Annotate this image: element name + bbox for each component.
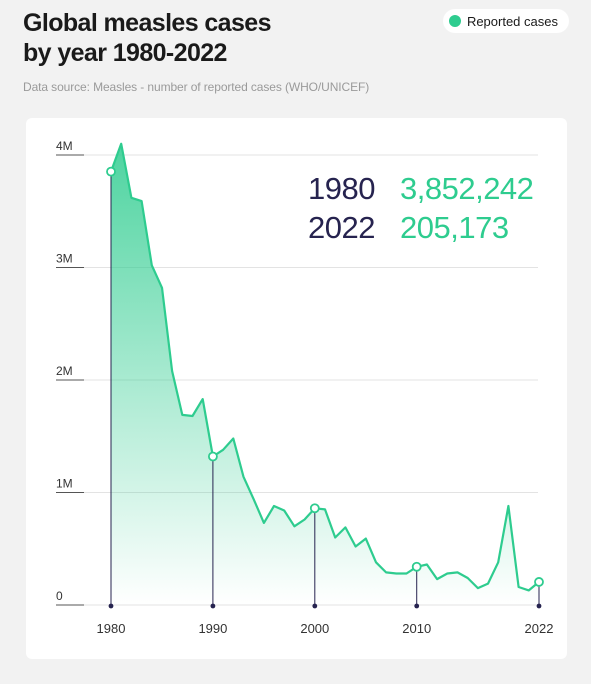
callout-year: 2022 — [308, 210, 375, 245]
x-tick-label: 2000 — [300, 621, 329, 636]
area-fill — [111, 143, 539, 606]
legend-label: Reported cases — [466, 13, 558, 29]
marker-base-dot — [536, 603, 542, 609]
chart-title: Global measles cases by year 1980-2022 — [23, 8, 353, 68]
legend-swatch — [448, 15, 461, 27]
data-point — [208, 451, 218, 462]
callout-1980: 1980 3,852,242 — [308, 172, 568, 206]
x-tick-label: 1990 — [198, 621, 227, 636]
chart-title-line-1: Global measles cases — [23, 9, 271, 37]
marker-base-dot — [108, 603, 114, 609]
x-tick-label: 1980 — [97, 621, 126, 636]
data-point — [534, 577, 544, 587]
x-tick-label: 2010 — [402, 621, 431, 636]
y-tick-label: 1M — [56, 477, 73, 491]
chart-card: 0 1M 2M 3M 4M 1980 1990 2000 2010 2022 1980 3,852,… — [26, 118, 567, 659]
legend: Reported cases — [442, 9, 569, 33]
callout-2022: 2022 205,173 — [308, 211, 568, 245]
y-tick-label: 2M — [56, 364, 73, 378]
y-tick-label: 3M — [56, 252, 73, 266]
marker-base-dot — [210, 603, 216, 609]
marker-base-dot — [312, 603, 318, 609]
chart-svg: 0 1M 2M 3M 4M 1980 1990 2000 2010 2022 — [56, 139, 554, 636]
callout-value: 205,173 — [400, 210, 509, 245]
data-point — [309, 503, 320, 514]
data-point — [411, 561, 422, 572]
x-tick-label: 2022 — [525, 621, 554, 636]
y-tick-label: 0 — [56, 589, 63, 603]
data-point — [106, 166, 116, 177]
callout-year: 1980 — [308, 171, 375, 206]
data-source-note: Data source: Measles - number of reporte… — [23, 80, 370, 94]
series-line — [109, 142, 540, 592]
y-tick-label: 4M — [56, 139, 73, 153]
callout-value: 3,852,242 — [400, 171, 534, 206]
marker-base-dot — [414, 603, 420, 609]
chart-title-line-2: by year 1980-2022 — [23, 39, 227, 67]
